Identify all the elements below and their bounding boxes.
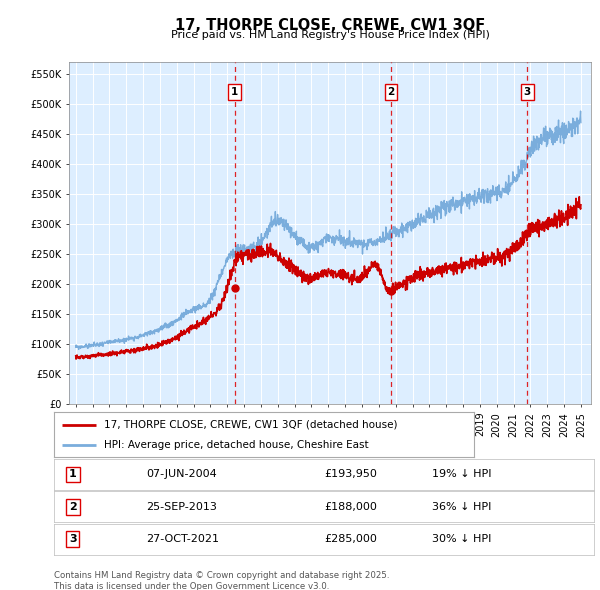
Text: 07-JUN-2004: 07-JUN-2004 — [146, 470, 217, 479]
Text: 17, THORPE CLOSE, CREWE, CW1 3QF (detached house): 17, THORPE CLOSE, CREWE, CW1 3QF (detach… — [104, 419, 398, 430]
Text: 2: 2 — [69, 502, 77, 512]
Text: £193,950: £193,950 — [324, 470, 377, 479]
Text: 27-OCT-2021: 27-OCT-2021 — [146, 535, 219, 544]
Text: 2: 2 — [388, 87, 395, 97]
Text: Contains HM Land Registry data © Crown copyright and database right 2025.
This d: Contains HM Land Registry data © Crown c… — [54, 571, 389, 590]
Text: 19% ↓ HPI: 19% ↓ HPI — [432, 470, 491, 479]
Text: 1: 1 — [69, 470, 77, 479]
Text: 3: 3 — [69, 535, 77, 544]
Text: 1: 1 — [231, 87, 238, 97]
Text: 30% ↓ HPI: 30% ↓ HPI — [432, 535, 491, 544]
Text: 17, THORPE CLOSE, CREWE, CW1 3QF: 17, THORPE CLOSE, CREWE, CW1 3QF — [175, 18, 485, 32]
Text: £285,000: £285,000 — [324, 535, 377, 544]
Text: £188,000: £188,000 — [324, 502, 377, 512]
Text: HPI: Average price, detached house, Cheshire East: HPI: Average price, detached house, Ches… — [104, 440, 369, 450]
Text: 36% ↓ HPI: 36% ↓ HPI — [432, 502, 491, 512]
Text: 3: 3 — [524, 87, 531, 97]
Text: 25-SEP-2013: 25-SEP-2013 — [146, 502, 217, 512]
Text: Price paid vs. HM Land Registry's House Price Index (HPI): Price paid vs. HM Land Registry's House … — [170, 30, 490, 40]
